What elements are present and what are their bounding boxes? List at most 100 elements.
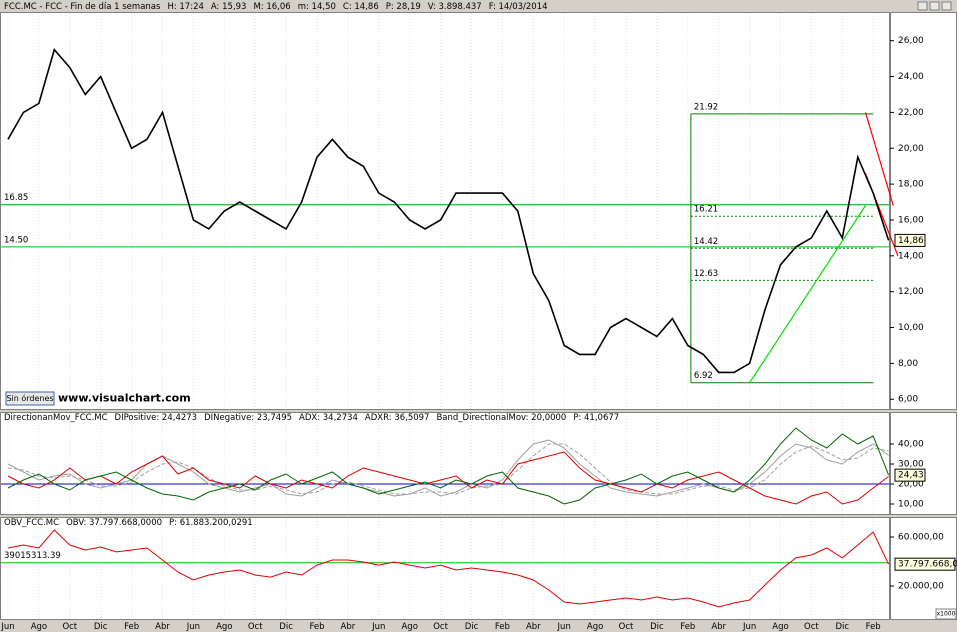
y-tick-label: 12,00 — [898, 287, 924, 297]
fib-level-label: 6.92 — [694, 371, 713, 381]
horizontal-line-label: 16.85 — [4, 193, 28, 203]
y-tick-label: 8,00 — [898, 359, 918, 369]
y-tick-label: 30,00 — [898, 460, 924, 470]
series-line — [7, 47, 890, 374]
x-tick-label: Feb — [680, 622, 695, 632]
fib-level-label: 12.63 — [694, 269, 718, 279]
legend-entry: OBV: 37.797.668,0000 — [66, 518, 162, 528]
legend-entry: ADXR: 36,5097 — [365, 413, 430, 423]
indicator-title: DirectionanMov_FCC.MC — [4, 413, 108, 423]
scale-note-box — [935, 608, 957, 620]
header-field: V: 3.898.437 — [428, 2, 482, 12]
last-value-box — [894, 468, 926, 482]
y-tick-label: 40,00 — [898, 440, 924, 450]
x-tick-label: Abr — [711, 622, 726, 632]
x-tick-label: Dic — [836, 622, 850, 632]
window-button[interactable] — [929, 1, 940, 11]
x-tick-label: Dic — [465, 622, 479, 632]
window-button[interactable] — [917, 1, 928, 11]
header-field: A: 15,93 — [211, 2, 247, 12]
indicator-title: OBV_FCC.MC — [4, 518, 59, 528]
x-tick-label: Oct — [804, 622, 819, 632]
x-tick-label: Jun — [742, 622, 756, 632]
title-bar — [0, 0, 957, 12]
legend-entry: ADX: 34,2734 — [299, 413, 358, 423]
header-field: C: 14,86 — [343, 2, 379, 12]
x-tick-label: Abr — [526, 622, 541, 632]
x-tick-label: Dic — [650, 622, 664, 632]
series-line — [7, 451, 889, 505]
x-tick-label: Dic — [279, 622, 293, 632]
y-tick-label: 10,00 — [898, 323, 924, 333]
indicator-note: P: 61.883.200,0291 — [169, 518, 253, 528]
y-tick-label: 20.000,00 — [898, 582, 944, 592]
x-tick-label: Ago — [31, 622, 47, 632]
x-tick-label: Ago — [216, 622, 232, 632]
x-tick-label: Feb — [309, 622, 324, 632]
series-line — [7, 427, 890, 505]
y-tick-label: 24,00 — [898, 72, 924, 82]
series-line — [7, 529, 890, 608]
last-value-label: 14,86 — [898, 236, 924, 246]
legend-entry: DINegative: 23,7495 — [204, 413, 292, 423]
horizontal-line-label: 14.50 — [4, 235, 28, 245]
trend-line — [864, 112, 894, 206]
button-label[interactable]: Sin órdenes — [6, 393, 53, 403]
x-tick-label: Oct — [433, 622, 448, 632]
plot-area — [0, 517, 890, 620]
window-button[interactable] — [941, 1, 952, 11]
header-field: FCC.MC - FCC - Fin de día 1 semanas — [4, 2, 161, 12]
y-tick-label: 22,00 — [898, 108, 924, 118]
x-tick-label: Feb — [124, 622, 139, 632]
last-value-box — [894, 557, 956, 571]
indicator-note: P: 41,0677 — [573, 413, 619, 423]
x-tick-label: Abr — [155, 622, 170, 632]
plot-area — [0, 412, 890, 515]
y-tick-label: 26,00 — [898, 36, 924, 46]
axis-area — [890, 12, 957, 410]
x-tick-label: Jun — [0, 622, 14, 632]
x-tick-label: Ago — [587, 622, 603, 632]
trend-line — [749, 205, 866, 384]
y-tick-label: 20,00 — [898, 480, 924, 490]
x-tick-label: Oct — [619, 622, 634, 632]
x-tick-label: Dic — [94, 622, 108, 632]
header-field: M: 16,06 — [253, 2, 290, 12]
x-tick-label: Abr — [341, 622, 356, 632]
header-field: F: 14/03/2014 — [489, 2, 548, 12]
scale-note: x1000 — [937, 611, 956, 618]
header-field: P: 28,19 — [386, 2, 421, 12]
series-line — [7, 443, 889, 495]
x-tick-label: Ago — [772, 622, 788, 632]
y-tick-label: 18,00 — [898, 180, 924, 190]
button-frame[interactable] — [5, 391, 55, 406]
x-tick-label: Jun — [371, 622, 385, 632]
last-value-label: 37.797.668,00 — [898, 560, 957, 570]
y-tick-label: 14,00 — [898, 251, 924, 261]
fib-level-label: 14.42 — [694, 237, 718, 247]
fib-level-label: 21.92 — [694, 102, 718, 112]
x-tick-label: Jun — [557, 622, 571, 632]
fib-level-label: 16.21 — [694, 205, 718, 215]
x-tick-label: Oct — [248, 622, 263, 632]
watermark: www.visualchart.com — [58, 392, 191, 405]
x-tick-label: Oct — [62, 622, 77, 632]
header-field: m: 14,50 — [298, 2, 336, 12]
y-tick-label: 16,00 — [898, 215, 924, 225]
axis-area — [890, 412, 957, 515]
y-tick-label: 20,00 — [898, 144, 924, 154]
y-tick-label: 6,00 — [898, 395, 918, 405]
x-tick-label: Feb — [495, 622, 510, 632]
x-tick-label: Feb — [866, 622, 881, 632]
header-field: H: 17:24 — [167, 2, 203, 12]
last-value-box — [894, 233, 926, 247]
legend-entry: DIPositive: 24,4273 — [115, 413, 198, 423]
last-value-label: 24,43 — [898, 471, 924, 481]
y-tick-label: 60.000,00 — [898, 533, 944, 543]
y-tick-label: 10,00 — [898, 500, 924, 510]
horizontal-line-label: 39015313.39 — [4, 551, 61, 561]
x-tick-label: Jun — [186, 622, 200, 632]
x-tick-label: Ago — [401, 622, 417, 632]
legend-entry: Band_DirectionalMov: 20,0000 — [436, 413, 566, 423]
